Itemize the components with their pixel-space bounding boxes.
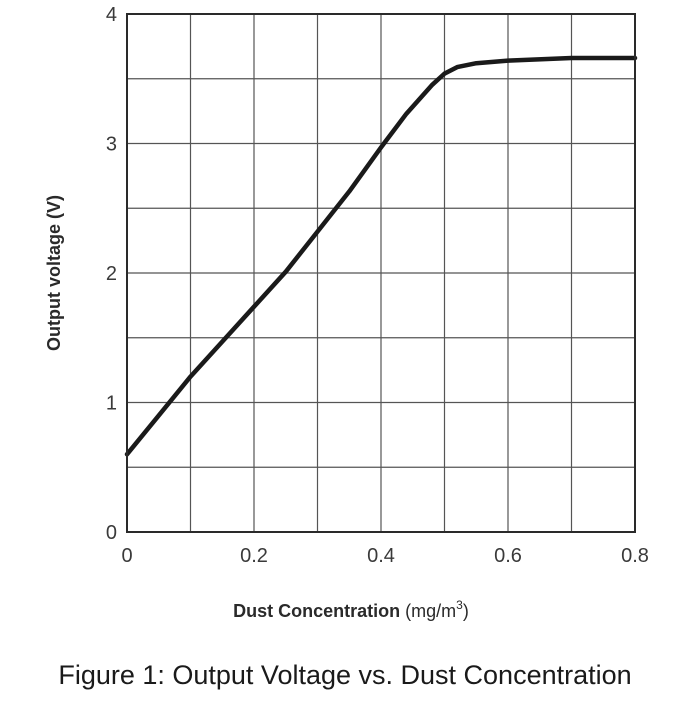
x-axis-title-part1: Dust: [233, 601, 273, 621]
x-tick-label-0: 0: [121, 545, 132, 567]
x-axis-unit: (mg/m: [405, 601, 456, 621]
y-tick-label-0: 0: [106, 522, 117, 544]
y-tick-label-4: 4: [106, 4, 117, 26]
x-axis-unit-superscript: 3: [456, 598, 463, 612]
y-tick-label-1: 1: [106, 393, 117, 415]
series-line-0: [124, 55, 638, 457]
x-tick-label-4: 0.8: [621, 545, 649, 567]
x-axis-unit-close: ): [463, 601, 469, 621]
x-axis-title: Dust Concentration (mg/m3): [233, 598, 469, 621]
x-tick-label-2: 0.4: [367, 545, 395, 567]
y-tick-label-3: 3: [106, 134, 117, 156]
grid: [126, 13, 636, 533]
x-tick-label-3: 0.6: [494, 545, 522, 567]
tick-labels: 0 0.2 0.4 0.6 0.8 0 1 2 3 4: [106, 4, 649, 567]
y-tick-label-2: 2: [106, 263, 117, 285]
figure-caption: Figure 1: Output Voltage vs. Dust Concen…: [58, 660, 632, 690]
x-tick-label-1: 0.2: [240, 545, 268, 567]
y-axis-title: Output voltage (V): [44, 195, 64, 351]
x-axis-title-part2: Concentration: [278, 601, 400, 621]
series-layer: [124, 55, 638, 457]
plot-frame: [126, 13, 636, 533]
